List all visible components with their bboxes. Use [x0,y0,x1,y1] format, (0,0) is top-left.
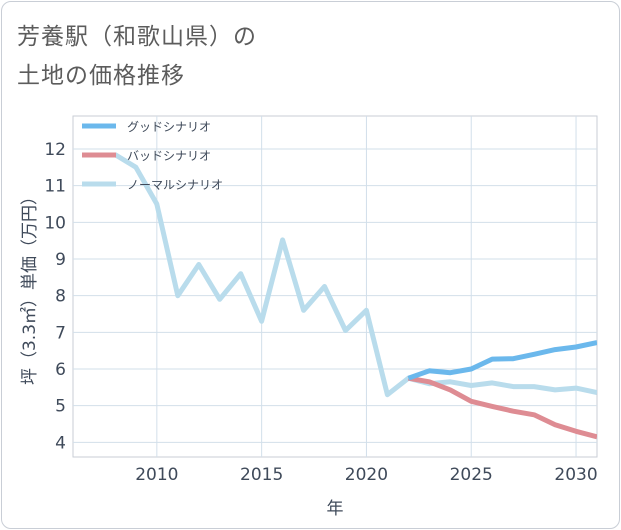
x-tick-label: 2025 [450,465,493,485]
legend-label-1: バッドシナリオ [127,149,211,163]
legend-label-2: ノーマルシナリオ [127,178,223,192]
y-tick-label: 12 [44,140,66,160]
page-title-line-2: 土地の価格推移 [17,63,185,89]
y-tick-label: 7 [55,323,66,343]
y-tick-label: 9 [55,250,66,270]
series-line-1 [407,375,597,440]
plot-area [72,115,598,458]
x-tick-label: 2030 [554,465,597,485]
y-tick-label: 4 [55,433,66,453]
x-axis-label: 年 [327,499,344,519]
y-tick-label: 10 [44,213,66,233]
tick-labels: 2010 2015 2020 2025 2030 4 5 6 7 8 9 10 11 12 [44,140,597,485]
y-tick-label: 6 [55,360,66,380]
grid-lines [73,116,597,457]
x-tick-label: 2010 [135,465,178,485]
legend-label-0: グッドシナリオ [127,120,211,134]
page-title-line-1: 芳養駅（和歌山県）の [17,24,257,50]
y-axis-label: 坪（3.3㎡）単価（万円） [20,188,40,385]
x-tick-label: 2020 [345,465,388,485]
series-layer [113,152,597,440]
series-line-0 [407,340,597,381]
y-tick-label: 5 [55,397,66,417]
y-tick-label: 8 [55,287,66,307]
x-tick-label: 2015 [240,465,283,485]
series-line-2 [113,152,597,398]
y-tick-label: 11 [44,177,66,197]
